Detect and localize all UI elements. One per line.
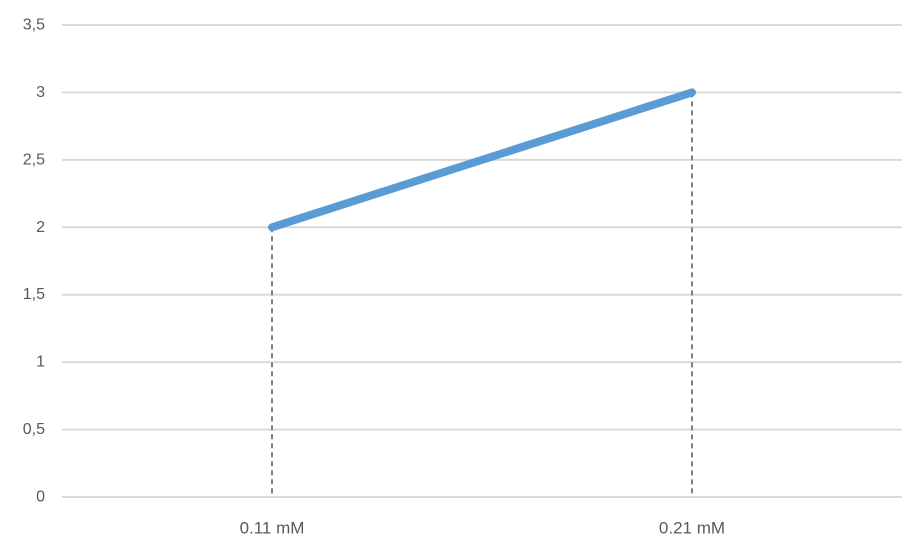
y-axis-tick-label: 2,5 [23,151,45,168]
data-series-line [268,88,696,232]
x-axis-tick-label: 0.11 mM [240,519,305,538]
y-axis-tick-label: 2 [36,219,45,236]
y-axis-tick-label: 0,5 [23,421,45,438]
x-axis-tick-label: 0.21 mM [659,519,725,538]
y-axis-tick-label: 1,5 [23,286,45,303]
y-axis-tick-label: 3 [36,84,45,101]
y-axis-tick-label: 1 [36,354,45,371]
y-axis-tick-label: 0 [36,489,45,506]
y-axis-tick-label: 3,5 [23,17,45,34]
